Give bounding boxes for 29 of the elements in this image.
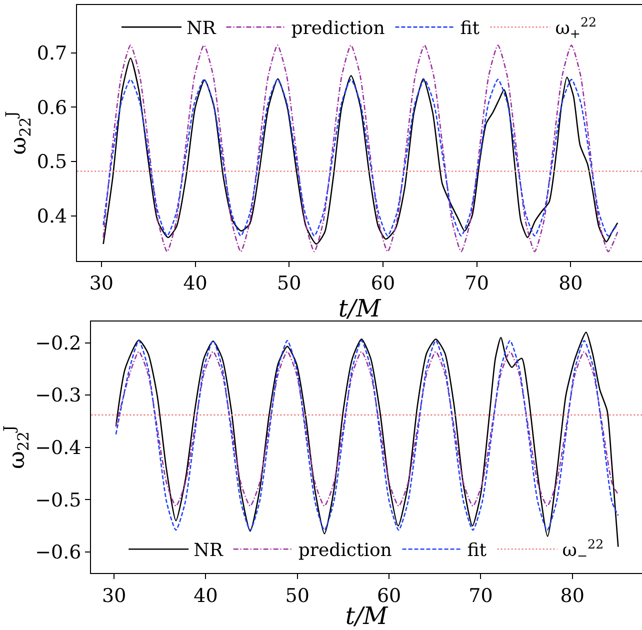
x-tick-label: 40 [194,584,218,607]
y-tick-label: 0.5 [36,151,68,174]
x-tick-label: 30 [89,272,114,295]
legend-label: prediction [298,540,392,562]
y-tick-label: −0.5 [35,489,82,512]
x-tick-label: 60 [370,272,396,295]
legend-label: prediction [291,18,386,40]
y-tick-label: 0.6 [36,96,68,119]
line-series [115,351,619,507]
y-tick-label: −0.6 [35,542,82,564]
x-tick-label: 30 [102,584,126,607]
x-tick-label: 40 [183,272,208,295]
x-tick-label: 50 [285,584,310,607]
x-tick-label: 80 [560,584,584,607]
legend-label: fit [467,540,488,562]
x-tick-label: 50 [277,272,302,295]
legend-label: NR [194,540,224,562]
legend-label: fit [460,18,480,40]
x-tick-label: 70 [464,272,489,295]
y-tick-label: −0.4 [35,437,82,460]
x-axis-title: t/M [338,294,382,323]
legend-label: NR [186,18,216,40]
y-tick-label: −0.2 [35,332,82,354]
x-tick-label: 70 [468,584,493,607]
y-tick-label: −0.3 [35,384,82,407]
x-tick-label: 80 [558,272,583,295]
y-tick-label: 0.7 [36,42,68,64]
y-tick-label: 0.4 [36,205,68,228]
line-series [102,78,618,236]
